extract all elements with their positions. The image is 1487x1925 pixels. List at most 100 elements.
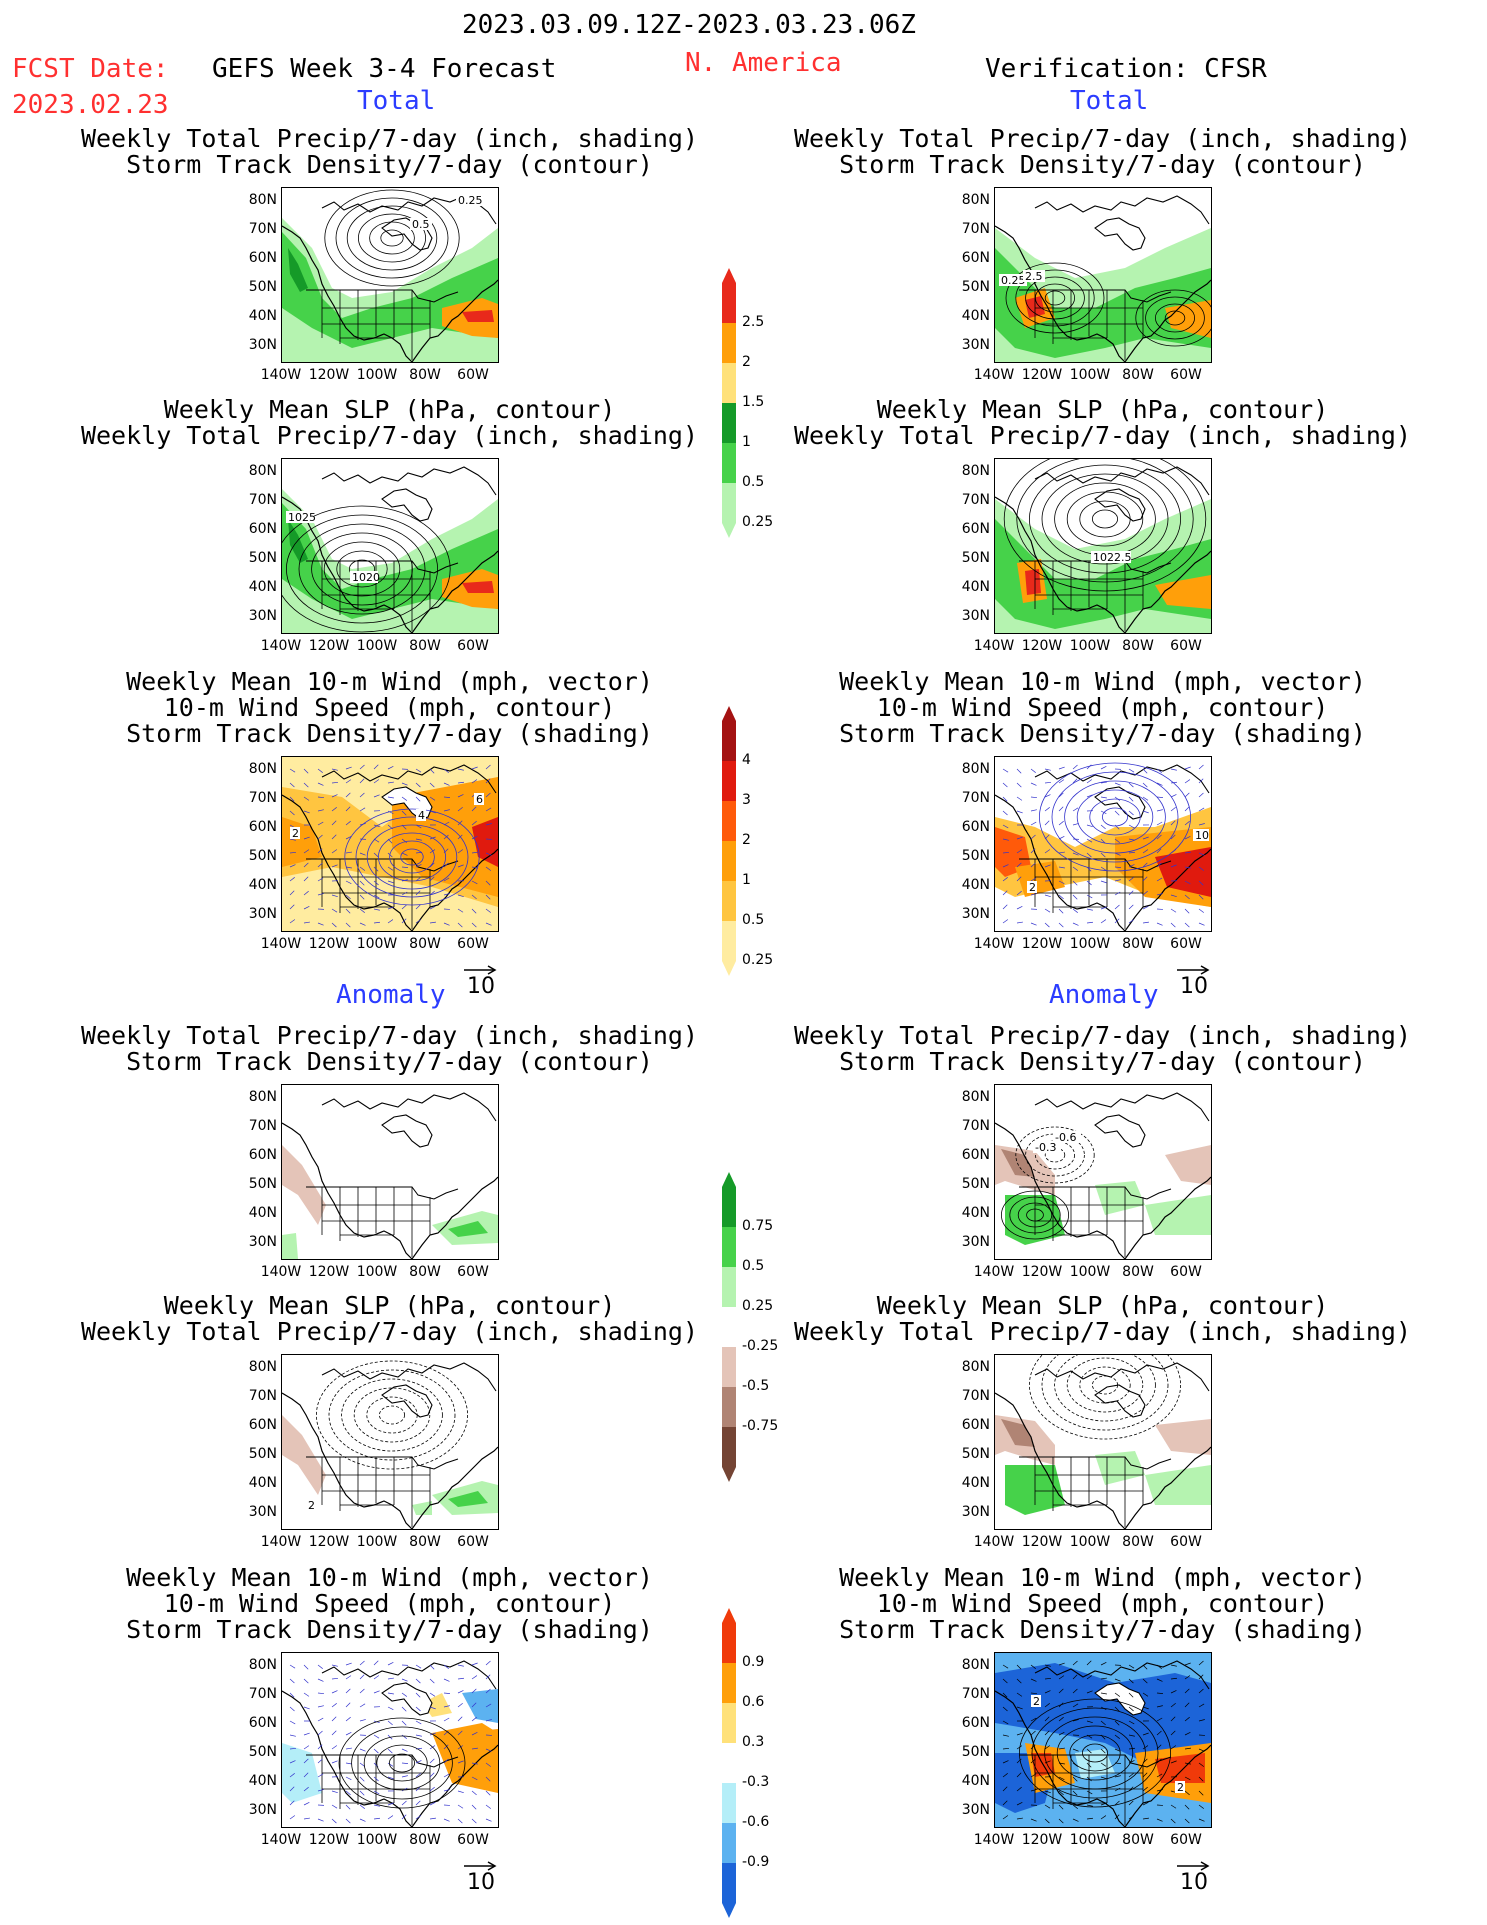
wind-vector bbox=[387, 1802, 394, 1806]
wind-vector bbox=[1100, 1720, 1106, 1726]
wind-vector bbox=[1142, 1732, 1149, 1736]
map-canvas: 22 bbox=[995, 1653, 1211, 1827]
map-total-slp-precip-cfsr: 1022.5 bbox=[994, 458, 1212, 634]
wind-vector bbox=[1184, 766, 1191, 770]
lat-tick-label: 80N bbox=[248, 463, 277, 479]
title-ra2: Weekly Mean SLP (hPa, contour) Weekly Tot… bbox=[793, 1291, 1412, 1346]
wind-vector bbox=[1002, 1664, 1009, 1669]
wind-vector bbox=[331, 1716, 337, 1722]
wind-vector bbox=[331, 908, 338, 913]
lon-tick-label: 120W bbox=[308, 1832, 350, 1848]
contour-line bbox=[1076, 789, 1154, 845]
section-anomaly-left: Anomaly bbox=[336, 980, 446, 1010]
wind-vector bbox=[1100, 1677, 1107, 1680]
wind-vector bbox=[1156, 877, 1163, 882]
wind-vector bbox=[401, 891, 408, 896]
contour-line bbox=[1029, 464, 1181, 574]
wind-vector bbox=[1086, 1675, 1093, 1680]
colorbar-label: 0.5 bbox=[742, 1258, 765, 1274]
wind-vector bbox=[1072, 1818, 1079, 1822]
wind-vector bbox=[1016, 1692, 1023, 1697]
wind-vector bbox=[1184, 1776, 1191, 1781]
lat-tick-label: 80N bbox=[248, 1359, 277, 1375]
wind-vector bbox=[1170, 834, 1176, 840]
wind-vector bbox=[485, 1818, 492, 1822]
lon-tick-label: 120W bbox=[1021, 1534, 1063, 1550]
shaded-region bbox=[282, 1743, 322, 1803]
wind-vector bbox=[1184, 1747, 1191, 1750]
wind-vector bbox=[1086, 824, 1093, 827]
lat-tick-label: 50N bbox=[248, 1744, 277, 1760]
wind-vector bbox=[387, 781, 394, 784]
arctic-coastline bbox=[1034, 466, 1210, 496]
map-anom-precip-storm-cfsr: -0.3 -0.6 bbox=[994, 1084, 1212, 1260]
wind-vector bbox=[289, 1747, 297, 1750]
wind-vector bbox=[1142, 1802, 1149, 1806]
wind-vector bbox=[1030, 1730, 1036, 1736]
lat-tick-label: 70N bbox=[248, 1118, 277, 1134]
storm-label-bg bbox=[1031, 1695, 1041, 1707]
wind-vector bbox=[485, 880, 491, 886]
hudson-bay bbox=[381, 1114, 433, 1148]
wind-vector bbox=[1002, 1800, 1008, 1806]
wind-vector bbox=[415, 1734, 422, 1737]
contour-line bbox=[366, 1396, 418, 1434]
wind-vector bbox=[429, 1678, 435, 1684]
shaded-region bbox=[462, 581, 494, 593]
wind-vector bbox=[303, 1692, 310, 1697]
lat-tick-label: 30N bbox=[248, 906, 277, 922]
lat-tick-label: 60N bbox=[961, 521, 990, 537]
wind-vector bbox=[331, 922, 337, 928]
wind-vector bbox=[387, 866, 394, 871]
wind-vector bbox=[1142, 1745, 1149, 1750]
lat-tick-label: 60N bbox=[248, 1147, 277, 1163]
wind-vector bbox=[373, 1817, 380, 1820]
wind-vector bbox=[1030, 1773, 1037, 1778]
wind-vector bbox=[457, 1690, 464, 1694]
contour-line bbox=[1044, 1716, 1146, 1790]
contour-line bbox=[378, 832, 446, 882]
wind-vector bbox=[429, 768, 435, 774]
wind-vector bbox=[1086, 794, 1093, 798]
map-anom-wind-storm-gefs bbox=[281, 1652, 499, 1828]
contour-line bbox=[1066, 1357, 1144, 1413]
wind-vector bbox=[289, 1664, 296, 1669]
east-coastline bbox=[411, 848, 498, 931]
slp-label-bg bbox=[350, 571, 378, 583]
wind-vector bbox=[1030, 893, 1037, 896]
contour-line bbox=[389, 1753, 416, 1773]
shaded-region bbox=[448, 1221, 488, 1237]
wind-vector bbox=[471, 922, 477, 928]
wind-vector bbox=[1142, 810, 1149, 814]
wind-vector bbox=[1086, 1762, 1092, 1768]
shaded-region bbox=[1155, 575, 1211, 609]
lat-tick-label: 70N bbox=[248, 221, 277, 237]
colorbar-bottom-tip bbox=[722, 523, 736, 538]
wind-vector bbox=[1184, 806, 1190, 812]
colorbar-segment bbox=[722, 921, 736, 961]
wind-vector bbox=[401, 796, 408, 801]
contour-line bbox=[1164, 310, 1186, 326]
wind-vector bbox=[303, 782, 309, 788]
wind-vector bbox=[443, 1744, 449, 1750]
wind-vector bbox=[1170, 1664, 1177, 1667]
slp-label-bg bbox=[286, 511, 314, 523]
wind-vector bbox=[331, 1690, 338, 1694]
lon-tick-label: 60W bbox=[457, 367, 489, 383]
shaded-region bbox=[1155, 1753, 1205, 1783]
wind-vector bbox=[485, 922, 492, 926]
east-coastline bbox=[411, 1176, 498, 1259]
wind-vector bbox=[289, 1678, 295, 1684]
contour-line bbox=[1044, 1147, 1066, 1163]
contour-line bbox=[1026, 1208, 1044, 1222]
wind-vector bbox=[429, 782, 435, 788]
arctic-coastline bbox=[321, 764, 497, 794]
lat-tick-label: 40N bbox=[248, 1475, 277, 1491]
colorbar-segment bbox=[722, 881, 736, 921]
wind-vector bbox=[1086, 852, 1092, 858]
wind-vector bbox=[1072, 1776, 1078, 1782]
wind-vector bbox=[1044, 894, 1051, 897]
wind-vector bbox=[485, 866, 492, 871]
contour-line bbox=[1039, 762, 1191, 872]
wind-vector bbox=[1016, 1664, 1022, 1670]
